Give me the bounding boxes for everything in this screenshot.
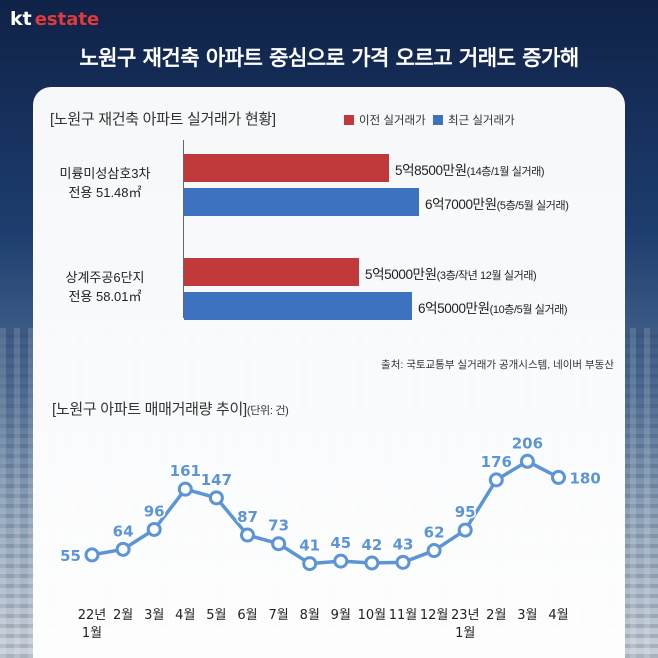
data-label: 73: [268, 517, 289, 535]
bar-label-recent-2: 6억5000만원(10층/5월 실거래): [418, 297, 568, 317]
brand-estate: estate: [34, 9, 100, 30]
bar-recent-2: [184, 292, 412, 320]
data-point: [333, 553, 349, 569]
x-tick-label: 3월: [517, 608, 537, 623]
bar-value-recent-1: 6억7000만원: [425, 197, 497, 212]
data-label: 161: [170, 462, 201, 480]
data-point: [426, 543, 442, 559]
bar-category-1: 미륭미성삼호3차 전용 51.48㎡: [30, 164, 180, 202]
brand-logo: kt estate: [10, 8, 99, 30]
x-tick-label: 9월: [331, 608, 351, 623]
data-point: [240, 527, 255, 543]
data-point: [551, 469, 566, 485]
data-point: [395, 554, 411, 570]
bar-category-1-name: 미륭미성삼호3차: [59, 166, 151, 181]
bar-axis-line: [183, 140, 184, 318]
legend-prev-label: 이전 실거래가: [359, 115, 426, 127]
legend-prev-swatch: [344, 115, 354, 125]
bar-value-prev-1: 5억8500만원: [395, 163, 467, 178]
bar-label-prev-1: 5억8500만원(14층/1월 실거래): [395, 159, 545, 179]
data-label: 96: [144, 502, 165, 520]
line-section-title-text: [노원구 아파트 매매거래량 추이]: [52, 401, 247, 418]
bar-category-2-area: 전용 58.01㎡: [68, 289, 142, 304]
x-tick-label: 7월: [268, 608, 288, 623]
bar-category-1-area: 전용 51.48㎡: [68, 185, 142, 200]
headline: 노원구 재건축 아파트 중심으로 가격 오르고 거래도 증가해: [79, 46, 579, 70]
data-point: [84, 547, 100, 563]
data-label: 64: [113, 522, 134, 540]
data-label: 45: [330, 534, 351, 552]
data-label: 55: [60, 547, 81, 565]
x-tick-label: 4월: [548, 608, 568, 623]
series-line: [91, 459, 560, 566]
line-section-unit: (단위: 건): [246, 405, 289, 417]
data-label: 147: [201, 471, 232, 489]
bar-note-prev-1: (14층/1월 실거래): [466, 166, 545, 178]
x-tick-label: 8월: [300, 608, 320, 623]
bar-prev-1: [184, 154, 389, 182]
brand-kt: kt: [10, 8, 32, 30]
data-point: [115, 541, 131, 557]
data-label: 42: [361, 536, 382, 554]
data-label: 206: [512, 434, 543, 452]
bar-recent-1: [184, 188, 419, 216]
x-tick-label: 2월: [486, 608, 506, 623]
x-tick-label: 22년 1월: [78, 608, 107, 641]
legend-recent-swatch: [433, 115, 443, 125]
data-label: 41: [299, 537, 320, 555]
x-tick-label: 10월: [358, 608, 387, 623]
data-label: 180: [570, 469, 601, 487]
x-tick-label: 5월: [206, 608, 226, 623]
source-note: 출처: 국토교통부 실거래가 공개시스템, 네이버 부동산: [381, 359, 614, 371]
data-point: [208, 490, 224, 506]
bar-prev-2: [184, 258, 359, 286]
line-section-title: [노원구 아파트 매매거래량 추이](단위: 건): [52, 398, 289, 419]
data-point: [177, 481, 193, 497]
bar-category-2: 상계주공6단지 전용 58.01㎡: [30, 268, 180, 306]
legend-recent: 최근 실거래가: [433, 112, 515, 128]
data-label: 87: [237, 508, 258, 526]
x-tick-label: 4월: [175, 608, 195, 623]
data-point: [302, 556, 318, 572]
bar-note-recent-1: (5층/5월 실거래): [496, 200, 569, 212]
data-label: 95: [455, 503, 476, 521]
bar-category-2-name: 상계주공6단지: [65, 270, 145, 285]
data-label: 43: [393, 535, 414, 553]
bar-label-prev-2: 5억5000만원(3층/작년 12월 실거래): [365, 263, 537, 283]
data-point: [457, 522, 473, 538]
data-label: 176: [481, 453, 512, 471]
data-point: [519, 453, 535, 469]
legend-prev: 이전 실거래가: [344, 112, 426, 128]
x-tick-label: 12월: [420, 608, 449, 623]
bar-section-title: [노원구 재건축 아파트 실거래가 현황]: [50, 111, 276, 128]
x-tick-label: 3월: [144, 608, 164, 623]
bar-label-recent-1: 6억7000만원(5층/5월 실거래): [425, 193, 569, 213]
data-label: 62: [424, 524, 445, 542]
data-point: [146, 521, 162, 537]
data-point: [271, 536, 287, 552]
x-tick-label: 2월: [113, 608, 133, 623]
data-point: [488, 472, 504, 488]
legend-recent-label: 최근 실거래가: [448, 115, 515, 127]
bar-note-prev-2: (3층/작년 12월 실거래): [436, 270, 537, 282]
x-tick-label: 6월: [237, 608, 257, 623]
x-tick-label: 11월: [389, 608, 418, 623]
bar-value-recent-2: 6억5000만원: [418, 301, 490, 316]
bar-value-prev-2: 5억5000만원: [365, 267, 437, 282]
bar-note-recent-2: (10층/5월 실거래): [489, 304, 568, 316]
data-point: [364, 555, 380, 571]
x-tick-label: 23년 1월: [451, 608, 480, 641]
